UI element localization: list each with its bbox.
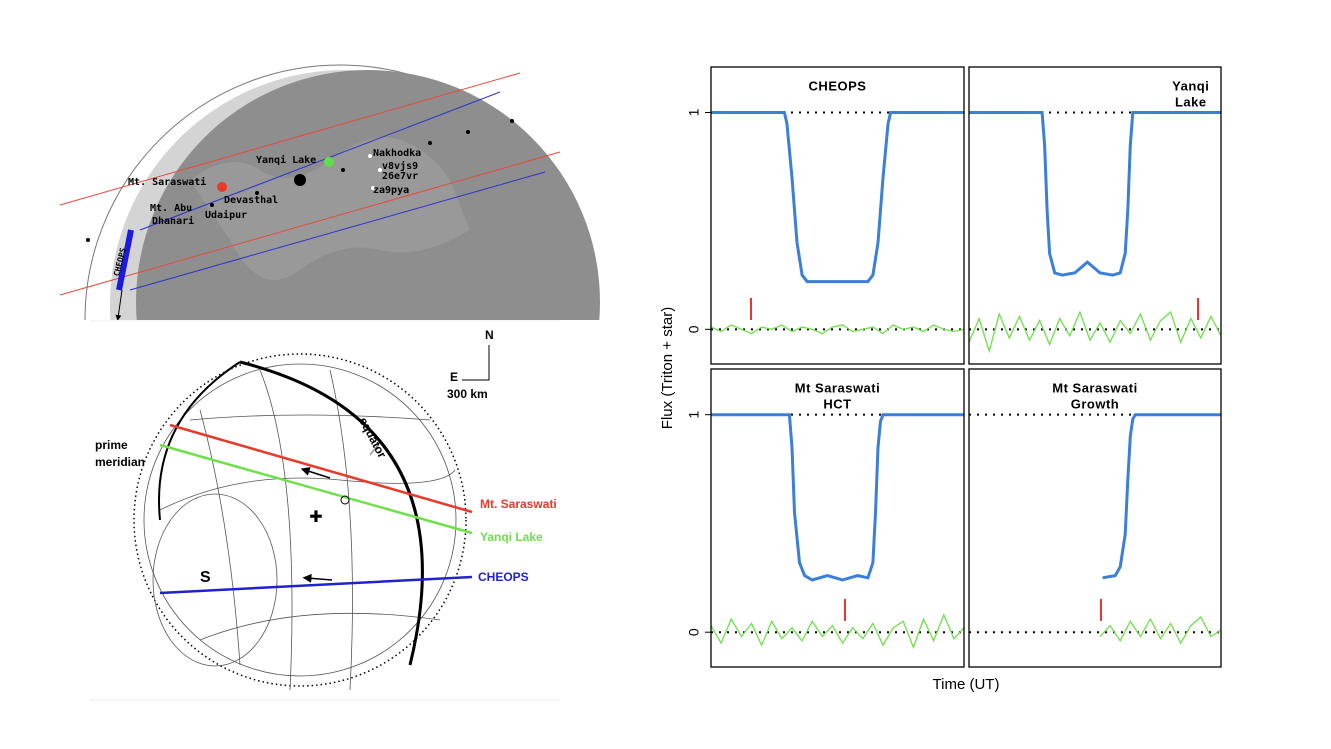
east-label: E — [450, 370, 458, 384]
y-tick-label: 1 — [686, 108, 702, 116]
x-axis-label: Time (UT) — [933, 676, 1000, 693]
chord-label: Mt. Saraswati — [480, 497, 557, 511]
north-label: N — [485, 328, 494, 342]
chord-line — [169, 423, 473, 514]
triton-projection — [133, 353, 467, 691]
site-label: Udaipur — [205, 209, 247, 221]
meridian-label: meridian — [95, 455, 145, 469]
panel-title: Growth — [1071, 396, 1120, 411]
panel-frame — [710, 66, 965, 365]
model-curve — [711, 111, 964, 284]
arrow — [369, 444, 379, 456]
y-tick-label: 0 — [686, 325, 702, 333]
residual-curve — [710, 613, 965, 650]
south-label: S — [200, 569, 211, 586]
chord-line — [159, 443, 473, 535]
panel-frame — [968, 368, 1222, 668]
residual-curve — [710, 324, 965, 335]
chord-label: CHEOPS — [478, 570, 529, 584]
y-axis-label: Flux (Triton + star) — [659, 307, 676, 429]
site-label: v8vjs9 — [382, 160, 418, 172]
arrow — [302, 573, 333, 583]
panel-title: HCT — [823, 396, 851, 411]
panel-title: Mt Saraswati — [795, 380, 880, 395]
site-label: 26e7vr — [382, 171, 418, 182]
site-label: Yanqi Lake — [256, 154, 316, 166]
site-label: za9pya — [373, 185, 409, 196]
model-curve — [969, 111, 1221, 277]
arrow — [300, 467, 331, 479]
site-label: Mt. Abu — [150, 203, 192, 214]
site-label: Nakhodka — [373, 148, 421, 159]
residual-curve — [968, 310, 1222, 354]
panel-title: CHEOPS — [809, 78, 867, 93]
model-curve — [711, 413, 964, 582]
panel-frame — [710, 368, 965, 668]
panel-title: Mt Saraswati — [1052, 380, 1137, 395]
cross-marker: ✚ — [309, 509, 322, 526]
center-marker — [340, 495, 350, 505]
model-curve — [1102, 413, 1221, 580]
panel-frame — [968, 66, 1222, 365]
equator-label: equator — [356, 415, 389, 461]
panel-title: Yanqi — [1172, 78, 1209, 93]
scale-label: 300 km — [447, 387, 488, 401]
y-tick-label: 1 — [686, 411, 702, 419]
y-tick-label: 0 — [686, 628, 702, 636]
meridian-label: prime — [95, 438, 128, 452]
globe-map — [59, 64, 600, 320]
panel-title: Lake — [1175, 94, 1207, 109]
site-label: Dhanari — [152, 215, 194, 227]
site-label: Mt. Saraswati — [128, 176, 206, 188]
chord-label: Yanqi Lake — [480, 530, 543, 544]
chord-line — [159, 575, 473, 595]
site-label: Devasthal — [224, 195, 278, 206]
scale-bar — [462, 345, 490, 381]
residual-curve — [1099, 615, 1222, 645]
